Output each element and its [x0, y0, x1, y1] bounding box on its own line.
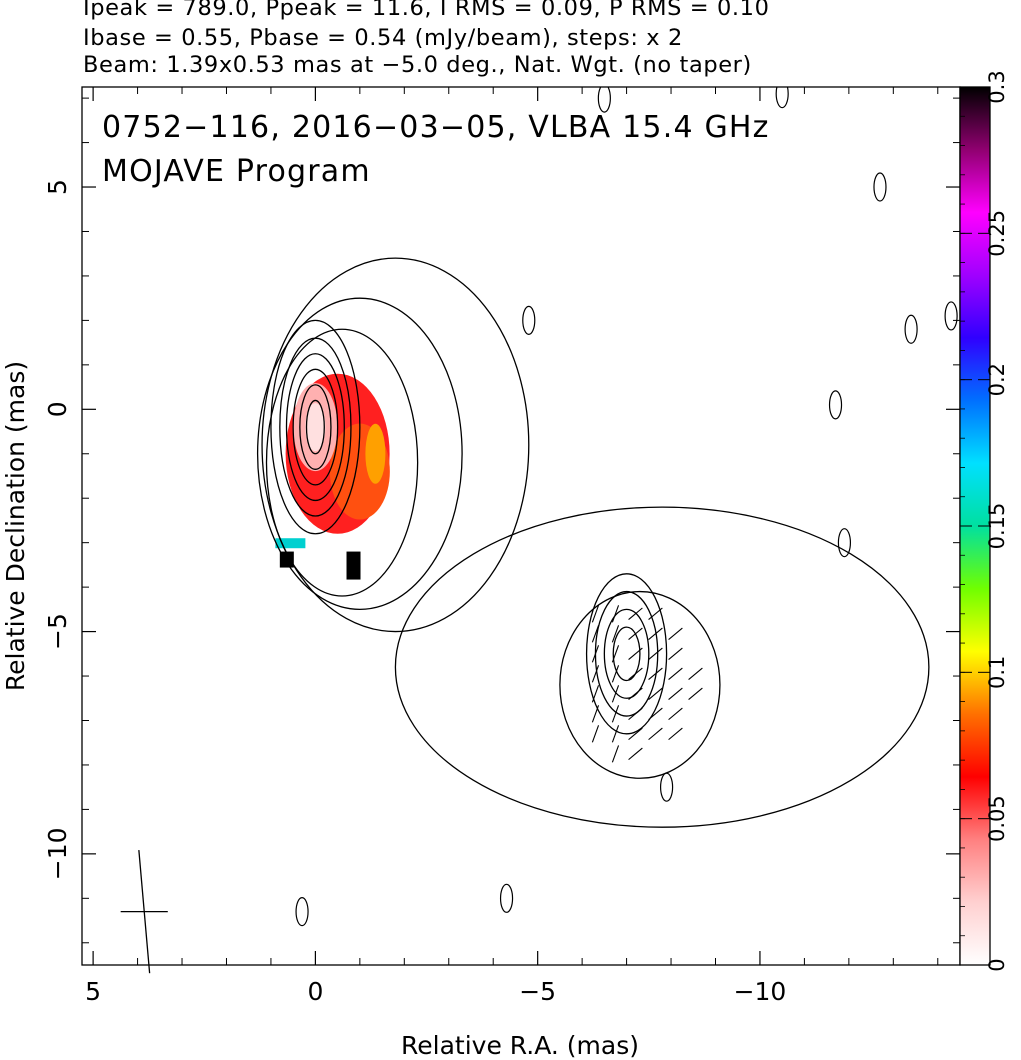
evpa-tick: [591, 645, 600, 663]
axis-ticks: 5 0 −5 −10 5 0 −5 −10: [43, 87, 960, 1006]
core-contour: [285, 353, 345, 502]
y-tick-label: −5: [43, 613, 72, 650]
evpa-tick: [591, 605, 600, 623]
evpa-tick: [628, 727, 643, 741]
noise-contour: [597, 87, 611, 113]
colorbar-tick-label: 0.15: [985, 503, 1009, 550]
evpa-tick: [628, 707, 643, 721]
polarization-color-layer: [275, 373, 390, 580]
jet-outer-contour: [394, 506, 930, 828]
pol-region-max-1: [279, 551, 294, 568]
evpa-tick: [591, 725, 600, 743]
evpa-tick: [611, 705, 620, 723]
jet-contour: [603, 608, 650, 699]
evpa-tick: [628, 687, 643, 701]
core-contour: [305, 399, 325, 455]
plot-title-line-2: MOJAVE Program: [102, 154, 371, 189]
evpa-tick: [668, 667, 683, 681]
x-tick-label: −10: [734, 977, 787, 1006]
evpa-tick: [628, 647, 643, 661]
core-outer-contour: [265, 328, 419, 597]
x-axis-label: Relative R.A. (mas): [401, 1031, 639, 1060]
header-line-2: Ibase = 0.55, Pbase = 0.54 (mJy/beam), s…: [83, 25, 683, 51]
evpa-tick: [611, 665, 620, 683]
evpa-tick: [611, 605, 620, 623]
y-tick-label: −10: [43, 827, 72, 880]
y-axis-label: Relative Declination (mas): [1, 361, 30, 691]
y-tick-label: 5: [43, 179, 72, 195]
evpa-tick: [668, 727, 683, 741]
evpa-tick: [611, 685, 620, 703]
colorbar-tick-label: 0.2: [985, 363, 1009, 396]
pol-region-max-2: [346, 551, 361, 580]
evpa-tick: [591, 665, 600, 683]
core-outer-contour: [261, 257, 530, 633]
pol-region-edge: [365, 423, 386, 484]
pol-region-high: [275, 538, 306, 549]
pol-region-core-min: [305, 403, 326, 452]
evpa-tick: [648, 687, 663, 701]
noise-contour: [659, 772, 674, 802]
noise-contour: [837, 528, 852, 558]
evpa-tick: [591, 705, 600, 723]
x-tick-label: −5: [519, 977, 556, 1006]
jet-contour: [585, 573, 668, 735]
evpa-tick: [628, 667, 643, 681]
noise-contour: [944, 301, 958, 331]
x-tick-label: 0: [307, 977, 323, 1006]
noise-contour: [522, 305, 536, 335]
jet-mid-contour: [559, 590, 721, 779]
evpa-ticks: [591, 605, 703, 763]
plot-frame: [81, 86, 961, 966]
evpa-tick: [611, 725, 620, 743]
evpa-tick: [628, 747, 643, 761]
evpa-tick: [611, 645, 620, 663]
jet-contour: [612, 626, 641, 682]
evpa-tick: [688, 667, 703, 681]
evpa-tick: [628, 627, 643, 641]
y-tick-label: 0: [43, 401, 72, 417]
evpa-tick: [648, 627, 663, 641]
noise-contour: [775, 87, 789, 109]
intensity-contours: [256, 87, 958, 927]
evpa-tick: [648, 707, 663, 721]
colorbar-ticks: 0 0.05 0.1 0.15 0.2 0.25 0.3: [960, 70, 1009, 972]
evpa-tick: [688, 687, 703, 701]
core-contour: [270, 319, 361, 535]
evpa-tick: [668, 627, 683, 641]
evpa-tick: [648, 607, 663, 621]
beam-symbol: [120, 850, 168, 974]
x-tick-label: 5: [85, 977, 101, 1006]
core-contour: [299, 384, 332, 470]
core-outer-contour: [256, 297, 463, 611]
noise-contour: [499, 883, 514, 913]
colorbar-tick-label: 0.25: [985, 210, 1009, 257]
noise-contour: [873, 172, 887, 202]
colorbar-tick-label: 0: [985, 958, 1009, 971]
evpa-tick: [648, 647, 663, 661]
evpa-tick: [648, 727, 663, 741]
header-line-1: Ipeak = 789.0, Ppeak = 11.6, I RMS = 0.0…: [83, 0, 770, 21]
evpa-tick: [611, 745, 620, 763]
core-contour: [292, 368, 339, 486]
evpa-tick: [648, 667, 663, 681]
evpa-tick: [591, 625, 600, 643]
evpa-tick: [591, 685, 600, 703]
evpa-tick: [668, 647, 683, 661]
colorbar-tick-label: 0.1: [985, 656, 1009, 689]
colorbar-tick-label: 0.3: [985, 70, 1009, 103]
colorbar-tick-label: 0.05: [985, 795, 1009, 842]
plot-title-line-1: 0752−116, 2016−03−05, VLBA 15.4 GHz: [102, 110, 770, 145]
noise-contour: [904, 314, 918, 344]
evpa-tick: [611, 625, 620, 643]
header-line-3: Beam: 1.39x0.53 mas at −5.0 deg., Nat. W…: [83, 52, 752, 78]
evpa-tick: [668, 707, 683, 721]
noise-contour: [295, 897, 309, 927]
evpa-tick: [628, 607, 643, 621]
noise-contour: [828, 390, 843, 420]
evpa-tick: [668, 687, 683, 701]
